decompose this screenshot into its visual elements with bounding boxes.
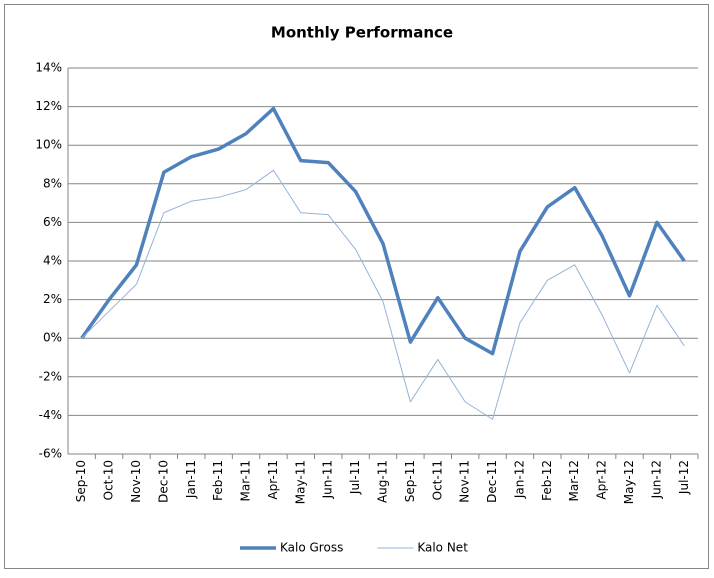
x-tick-label: Sep-11	[403, 460, 417, 502]
x-tick-label: Feb-11	[211, 460, 225, 501]
x-tick-label: Jul-12	[677, 460, 691, 495]
series-line	[80, 106, 686, 356]
x-tick-label: Nov-11	[458, 460, 472, 503]
y-tick-label: 0%	[43, 331, 62, 345]
x-tick-label: Aug-11	[376, 460, 390, 503]
x-tick-label: Feb-12	[540, 460, 554, 501]
x-tick-label: Oct-11	[430, 460, 444, 500]
x-tick-label: Mar-11	[239, 460, 253, 501]
x-tick-label: May-11	[293, 460, 307, 504]
x-tick-label: Sep-10	[74, 460, 88, 502]
y-tick-label: 12%	[35, 99, 62, 113]
series-line	[81, 169, 685, 420]
y-tick-label: 8%	[43, 176, 62, 190]
y-tick-label: -4%	[39, 408, 62, 422]
y-tick-label: 14%	[35, 61, 62, 75]
y-tick-label: 6%	[43, 215, 62, 229]
x-tick-label: Jun-11	[321, 460, 335, 499]
x-tick-label: Apr-12	[595, 460, 609, 500]
x-tick-label: Jan-12	[512, 460, 526, 499]
legend-label: Kalo Net	[417, 541, 468, 555]
y-tick-label: -6%	[39, 447, 62, 461]
x-tick-label: May-12	[622, 460, 636, 504]
x-tick-label: Dec-10	[156, 460, 170, 503]
y-tick-label: 10%	[35, 138, 62, 152]
x-tick-label: Mar-12	[567, 460, 581, 501]
x-tick-label: Apr-11	[266, 460, 280, 500]
chart-border	[4, 4, 709, 569]
y-tick-label: 4%	[43, 254, 62, 268]
chart-title: Monthly Performance	[271, 24, 453, 42]
x-tick-label: Dec-11	[485, 460, 499, 503]
y-tick-label: 2%	[43, 292, 62, 306]
x-tick-label: Jun-12	[649, 460, 663, 499]
x-tick-label: Nov-10	[129, 460, 143, 503]
legend-label: Kalo Gross	[280, 541, 343, 555]
x-tick-label: Jan-11	[184, 460, 198, 499]
y-tick-label: -2%	[39, 369, 62, 383]
x-tick-label: Oct-10	[102, 460, 116, 500]
x-tick-label: Jul-11	[348, 460, 362, 495]
